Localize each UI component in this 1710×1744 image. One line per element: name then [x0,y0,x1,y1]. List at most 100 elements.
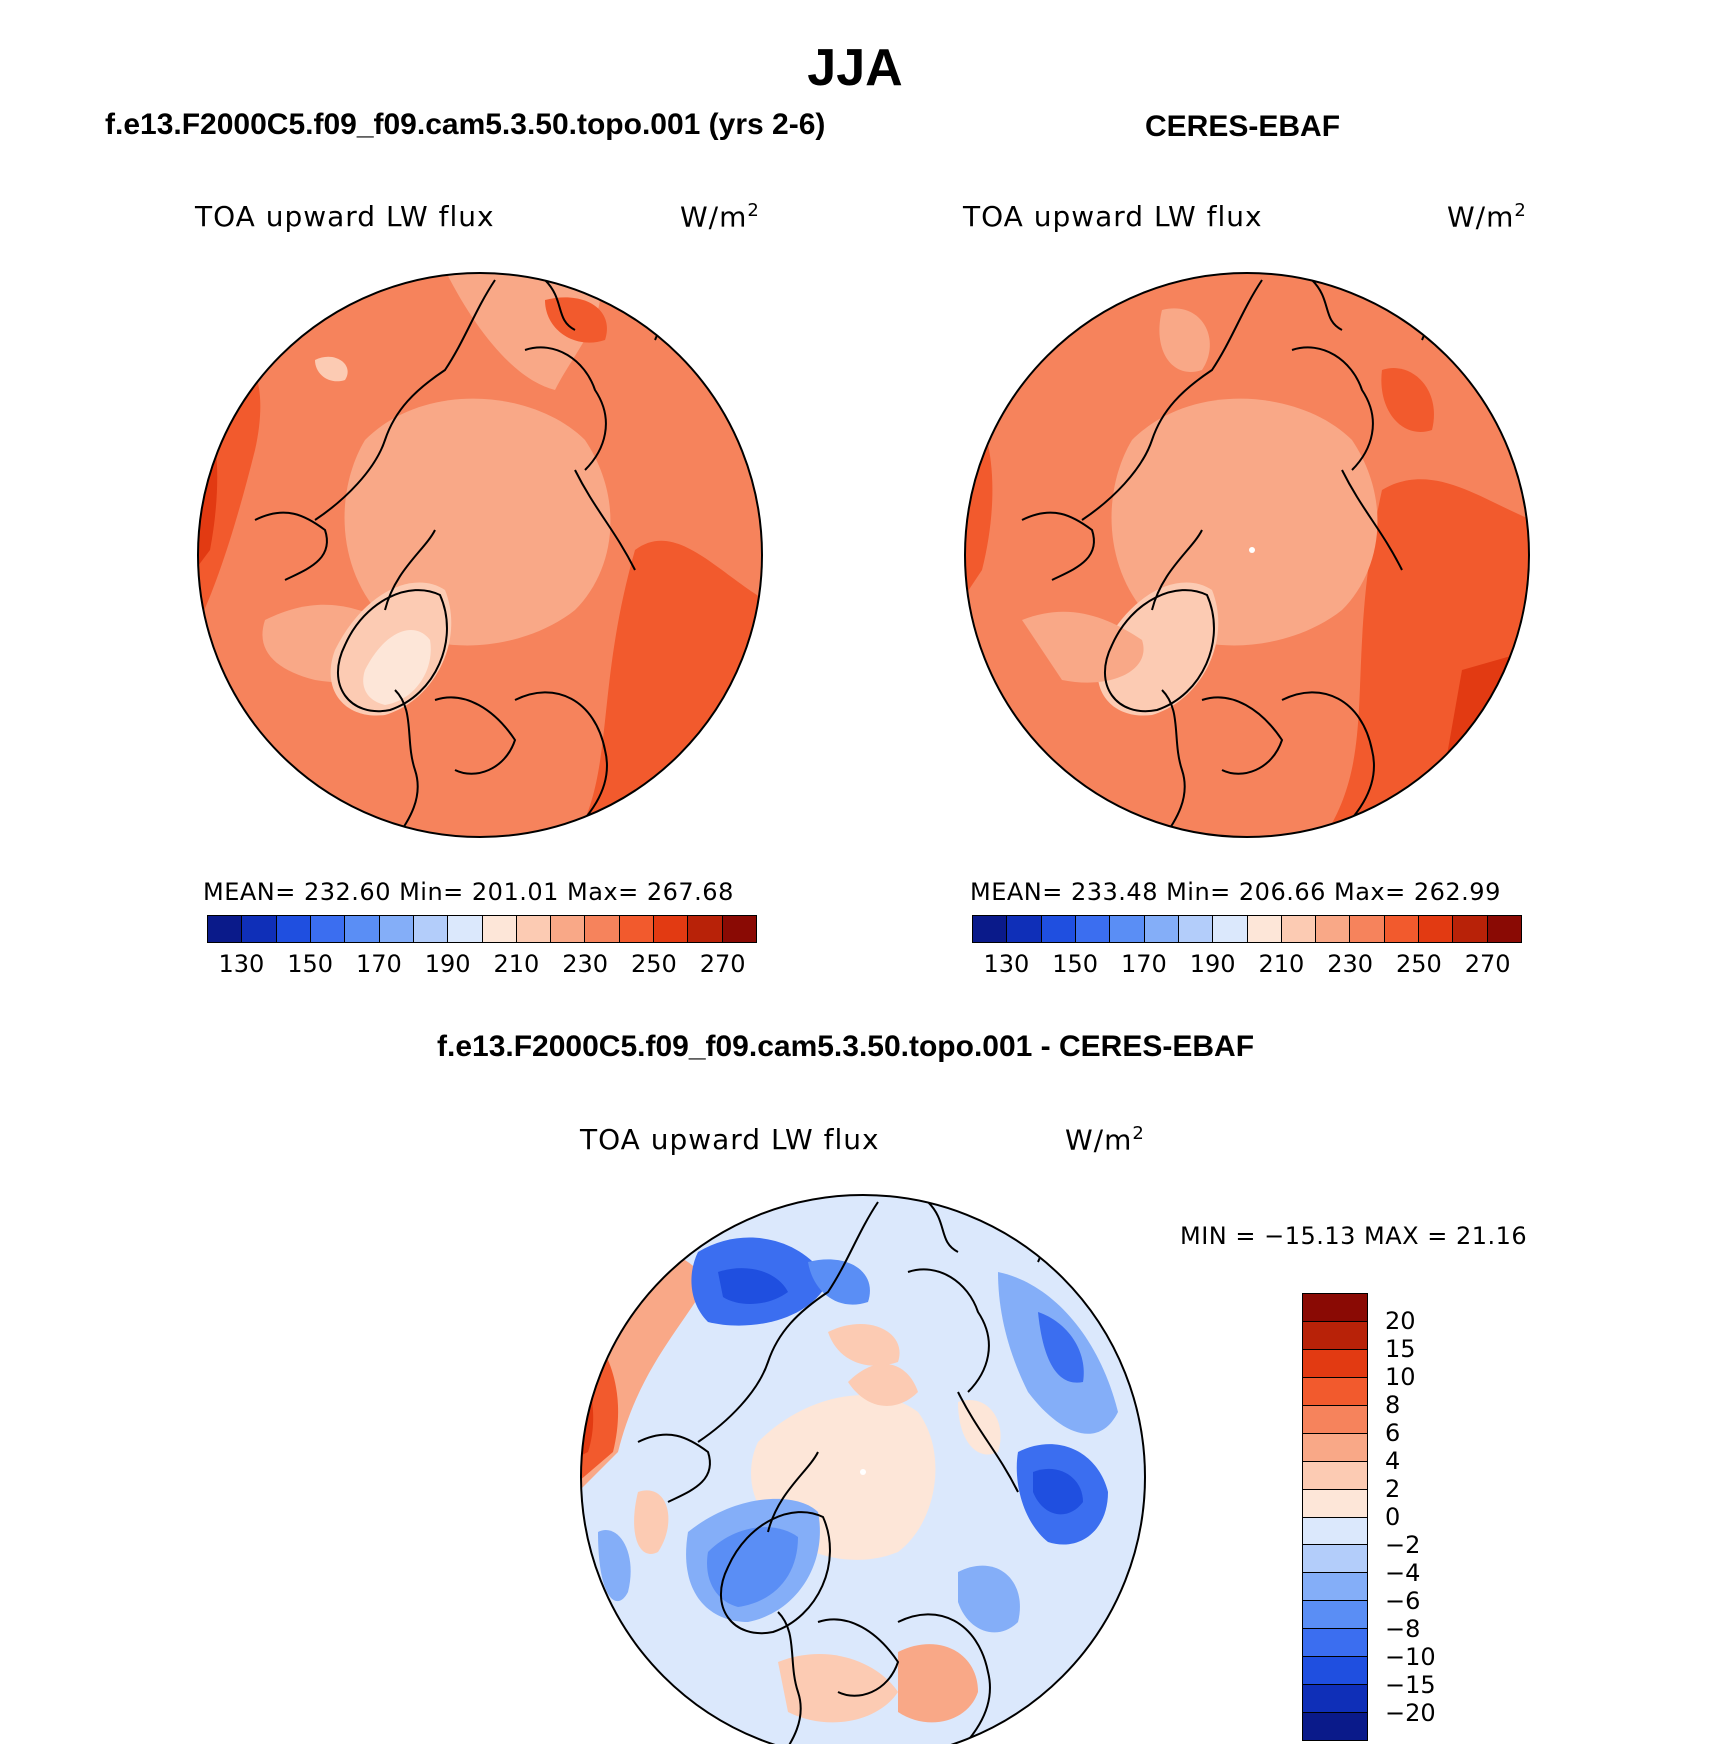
panel-3-colorbar-tick-label: −15 [1385,1671,1436,1699]
panel-3-colorbar-swatch [1303,1294,1367,1322]
panel-3-colorbar-tick-label: −20 [1385,1699,1436,1727]
panel-1-colorbar-swatch [516,916,552,942]
panel-2-map [964,272,1530,838]
panel-3-colorbar-swatch [1303,1545,1367,1574]
panel-1-colorbar-swatch [413,916,449,942]
panel-3-colorbar-swatch [1303,1573,1367,1602]
panel-3-stats: MIN = −15.13 MAX = 21.16 [1180,1222,1528,1250]
panel-2-variable: TOA upward LW flux [963,200,1263,233]
panel-3-colorbar [1302,1293,1368,1741]
panel-3-colorbar-swatch [1303,1433,1367,1462]
panel-2-colorbar-swatch [1144,916,1179,942]
panel-3-colorbar-tick-label: 8 [1385,1391,1401,1419]
panel-1-colorbar-swatch [379,916,414,942]
panel-3-colorbar-swatch [1303,1713,1367,1740]
panel-3-colorbar-swatch [1303,1489,1367,1518]
panel-1-title: f.e13.F2000C5.f09_f09.cam5.3.50.topo.001… [105,108,826,141]
panel-3-title: f.e13.F2000C5.f09_f09.cam5.3.50.topo.001… [437,1030,1255,1063]
panel-2-colorbar-swatch [1419,916,1454,942]
panel-2-colorbar-tick-label: 230 [1327,950,1374,978]
panel-1-colorbar-swatch [345,916,380,942]
panel-2-colorbar-swatch [1487,916,1521,942]
panel-3-colorbar-tick-label: 2 [1385,1475,1401,1503]
panel-1-colorbar-tick-label: 190 [424,950,471,978]
panel-1-colorbar-swatch [688,916,723,942]
panel-2-colorbar-swatch [1007,916,1042,942]
panel-3-units: W/m2 [1065,1123,1145,1157]
panel-3-colorbar-swatch [1303,1321,1367,1350]
panel-1-colorbar-ticks: 130 150 170 190 210 230 250 270 [207,950,757,980]
panel-2-colorbar-tick-label: 130 [983,950,1030,978]
panel-3-colorbar-swatch [1303,1349,1367,1378]
panel-1-colorbar-swatch [448,916,483,942]
panel-1-colorbar-tick-label: 210 [493,950,540,978]
panel-1-map [197,272,763,838]
panel-1-colorbar-tick-label: 270 [699,950,746,978]
panel-3-map [580,1194,1146,1744]
panel-3-colorbar-tick-label: 6 [1385,1419,1401,1447]
panel-1-variable: TOA upward LW flux [195,200,495,233]
panel-2-colorbar-swatch [1110,916,1145,942]
panel-3-colorbar-swatch [1303,1601,1367,1630]
panel-2-colorbar-tick-label: 170 [1120,950,1167,978]
panel-2-stats: MEAN= 233.48 Min= 206.66 Max= 262.99 [970,878,1501,906]
panel-1-colorbar-swatch [208,916,243,942]
panel-3-colorbar-swatch [1303,1461,1367,1490]
panel-1-colorbar-tick-label: 150 [287,950,334,978]
panel-3-colorbar-tick-label: −10 [1385,1643,1436,1671]
panel-1-colorbar-tick-label: 230 [562,950,609,978]
panel-2-colorbar-swatch [1075,916,1111,942]
panel-3-colorbar-tick-label: −8 [1385,1615,1421,1643]
panel-1-colorbar-tick-label: 170 [355,950,402,978]
panel-2-colorbar-swatch [1350,916,1385,942]
panel-3-colorbar-tick-label: 0 [1385,1503,1401,1531]
panel-2-colorbar-swatch [1384,916,1420,942]
panel-3-colorbar-tick-label: 15 [1385,1335,1416,1363]
panel-3-colorbar-tick-label: 10 [1385,1363,1416,1391]
panel-3-variable: TOA upward LW flux [580,1123,880,1156]
panel-2-colorbar-swatch [1453,916,1488,942]
panel-1-colorbar-swatch [654,916,689,942]
panel-2-colorbar-tick-label: 190 [1189,950,1236,978]
panel-1-colorbar [207,915,757,943]
panel-1-colorbar-swatch [585,916,620,942]
panel-3-colorbar-swatch [1303,1657,1367,1686]
panel-2-colorbar-tick-label: 210 [1258,950,1305,978]
panel-2-colorbar-swatch [973,916,1008,942]
panel-2-colorbar-tick-label: 270 [1464,950,1511,978]
panel-3-colorbar-swatch [1303,1377,1367,1406]
panel-1-colorbar-tick-label: 250 [630,950,677,978]
panel-1-colorbar-swatch [551,916,586,942]
panel-1-colorbar-swatch [722,916,756,942]
panel-2-colorbar-swatch [1247,916,1282,942]
panel-3-colorbar-swatch [1303,1517,1367,1546]
panel-3-colorbar-ticks: 20 15 10 8 6 4 2 0 −2 −4 −6 −8 −10 −15 −20 [1385,1293,1505,1741]
figure-title: JJA [807,39,903,97]
panel-1-units: W/m2 [680,200,760,234]
panel-2-colorbar-tick-label: 150 [1052,950,1099,978]
panel-1-colorbar-swatch [619,916,655,942]
panel-2-colorbar-swatch [1041,916,1076,942]
panel-1-stats: MEAN= 232.60 Min= 201.01 Max= 267.68 [203,878,734,906]
panel-3-colorbar-swatch [1303,1629,1367,1658]
panel-3-colorbar-tick-label: −2 [1385,1531,1421,1559]
panel-2-colorbar [972,915,1522,943]
panel-2-colorbar-ticks: 130 150 170 190 210 230 250 270 [972,950,1522,980]
panel-2-colorbar-swatch [1316,916,1351,942]
panel-1-colorbar-swatch [482,916,517,942]
panel-3-colorbar-swatch [1303,1685,1367,1714]
panel-2-colorbar-swatch [1213,916,1248,942]
panel-2-title: CERES-EBAF [1145,110,1341,143]
panel-1-colorbar-tick-label: 130 [218,950,265,978]
panel-3-colorbar-tick-label: −6 [1385,1587,1421,1615]
panel-2-colorbar-swatch [1281,916,1317,942]
panel-3-colorbar-swatch [1303,1405,1367,1434]
panel-1-colorbar-swatch [276,916,311,942]
panel-2-colorbar-tick-label: 250 [1395,950,1442,978]
panel-3-colorbar-tick-label: −4 [1385,1559,1421,1587]
panel-3-colorbar-tick-label: 4 [1385,1447,1401,1475]
panel-2-colorbar-swatch [1178,916,1214,942]
panel-3-colorbar-tick-label: 20 [1385,1307,1416,1335]
panel-1-colorbar-swatch [242,916,277,942]
panel-1-colorbar-swatch [310,916,346,942]
